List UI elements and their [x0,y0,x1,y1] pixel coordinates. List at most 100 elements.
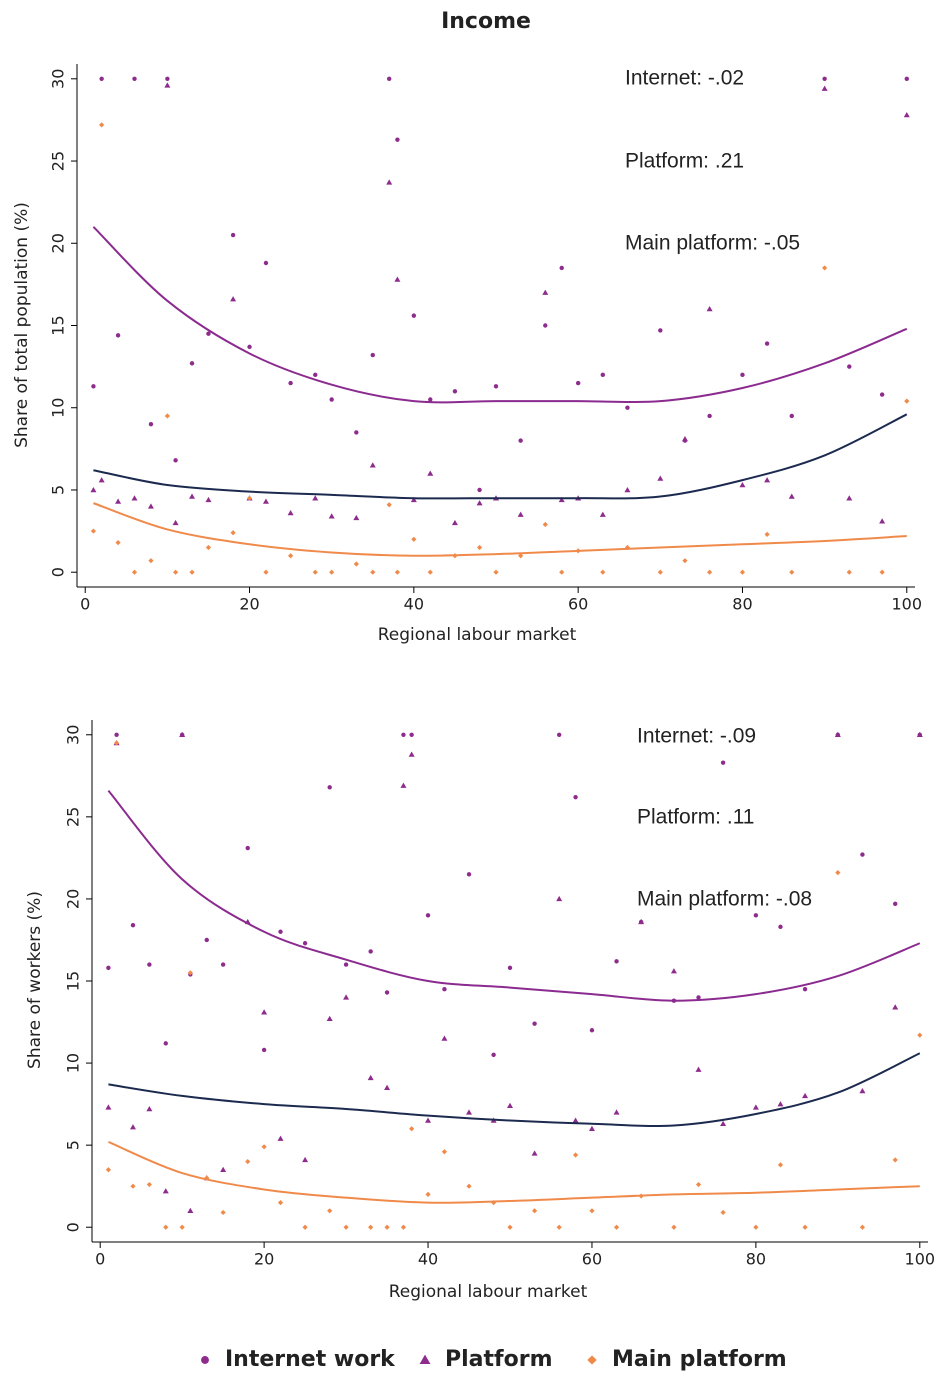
point [558,496,565,503]
point [531,1150,538,1156]
x-tick-label: 40 [418,1250,438,1269]
point [613,1224,620,1230]
point [452,389,458,394]
point [172,569,179,575]
point [326,1015,333,1022]
point [491,1052,496,1058]
x-tick-label: 100 [892,595,923,614]
point [834,731,841,738]
y-tick-label: 30 [64,725,83,745]
point [384,1084,391,1090]
x-tick-label: 80 [732,595,752,614]
point [543,323,548,328]
legend-marker [587,1355,597,1365]
point [572,1117,579,1123]
point [312,495,319,501]
point [115,498,122,504]
point [892,1157,898,1163]
point [206,331,211,336]
x-tick-label: 80 [746,1250,766,1269]
fit-line [93,413,908,500]
point [559,265,564,271]
point [148,421,154,427]
point [507,965,513,971]
point [173,458,178,463]
point [493,569,499,575]
point [638,918,645,925]
point [288,553,294,559]
point [386,76,392,82]
legend-label: Platform [445,1347,553,1372]
point [230,530,236,536]
point [706,306,713,312]
point [408,751,415,757]
point [707,569,713,575]
point [441,1035,448,1041]
point [327,785,332,790]
point [822,76,827,82]
point [670,968,677,974]
x-tick-label: 0 [80,595,90,614]
point [148,558,154,564]
y-tick-label: 0 [49,567,68,577]
point [220,962,226,967]
point [411,536,417,542]
point [696,995,701,1000]
point [764,531,770,537]
point [466,872,472,877]
point [369,462,376,468]
point [879,518,886,524]
annotation: Main platform: -.05 [625,232,800,255]
point [130,1183,136,1189]
point [788,493,795,499]
point [302,1156,309,1163]
legend-marker [201,1356,209,1364]
point [113,740,120,746]
point [575,380,581,386]
point [162,1188,169,1194]
point [802,1092,809,1099]
y-axis-title: Share of total population (%) [12,202,32,448]
point [384,1224,390,1230]
point [556,1224,562,1230]
point [90,528,97,534]
point [343,962,349,967]
point [682,558,688,564]
y-tick-label: 25 [64,807,83,827]
point [99,76,104,82]
y-tick-label: 10 [64,1053,83,1073]
point [370,569,376,575]
annotation: Internet: -.09 [637,725,756,748]
point [220,1166,227,1173]
point [695,1066,702,1072]
point [657,569,663,575]
point [671,1224,677,1230]
point [261,1009,268,1015]
point [246,495,253,501]
point [589,1208,595,1214]
point [164,413,170,419]
x-tick-label: 0 [95,1250,105,1269]
y-tick-label: 15 [64,971,83,991]
point [409,1126,415,1132]
point [493,384,499,389]
annotation: Main platform: -.08 [637,888,812,911]
point [189,361,195,366]
point [903,111,910,118]
point [90,486,97,493]
point [131,569,138,575]
point [394,276,401,282]
point [147,962,152,967]
point [720,1120,727,1127]
y-tick-label: 15 [49,315,68,335]
annotation: Platform: .11 [637,806,755,829]
point [386,502,392,508]
point [720,1209,726,1216]
point [681,435,688,442]
point [263,260,269,266]
point [147,503,154,509]
point [892,1004,899,1010]
point [588,1125,595,1131]
point [428,397,433,402]
